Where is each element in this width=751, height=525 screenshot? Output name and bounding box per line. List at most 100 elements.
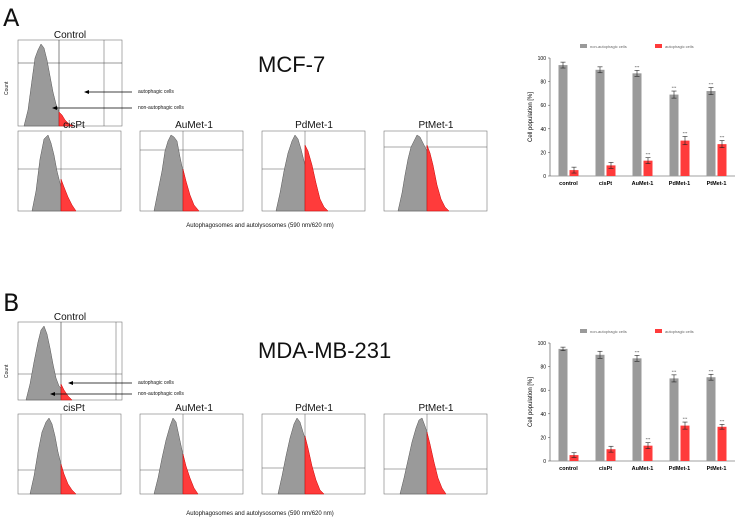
category-label: cisPt [599,466,612,472]
category-label: cisPt [599,181,612,187]
legend-label: non-autophagic cells [590,329,627,334]
xaxis-label-b: Autophagosomes and autolysosomes (590 nm… [186,511,334,517]
bar [706,377,716,461]
legend-swatch [655,44,662,48]
bar [558,348,568,461]
hist-title-pdmet-b: PdMet-1 [295,403,333,414]
significance-label: *** [720,135,725,140]
panel-letter-b: B [3,289,20,317]
bar [632,73,642,176]
bar [669,378,679,461]
xaxis-label-a: Autophagosomes and autolysosomes (590 nm… [186,223,334,229]
annotation-arrows-b [50,381,132,396]
y-tick-label: 60 [540,103,546,109]
y-tick-label: 80 [540,80,546,86]
significance-label: *** [709,368,714,373]
y-tick-label: 100 [538,341,547,347]
category-label: control [559,466,578,472]
significance-label: *** [646,152,651,157]
control-histogram-a [17,39,123,127]
histogram-aumet-b [139,413,244,495]
y-tick-label: 100 [538,56,547,62]
category-label: PtMet-1 [707,181,727,187]
bar [558,65,568,176]
significance-label: *** [672,369,677,374]
category-label: PtMet-1 [707,466,727,472]
bar [632,358,642,461]
histogram-ptmet-a [383,130,488,212]
significance-label: *** [672,85,677,90]
bar [595,354,605,461]
y-axis-label: Cell population [%] [528,377,534,427]
hist-title-aumet-a: AuMet-1 [175,120,213,131]
bar [643,160,653,176]
y-tick-label: 20 [540,435,546,441]
y-tick-label: 0 [543,459,546,465]
y-axis-label: Cell population [%] [528,92,534,142]
significance-label: *** [635,64,640,69]
bar [717,144,727,176]
count-label-a: Count [4,81,10,95]
histogram-ptmet-b [383,413,488,495]
y-tick-label: 40 [540,127,546,133]
category-label: AuMet-1 [632,181,654,187]
legend-swatch [655,329,662,333]
legend-label: non-autophagic cells [590,44,627,49]
legend-label: autophagic cells [665,329,694,334]
legend-label: autophagic cells [665,44,694,49]
bar [669,94,679,176]
bar [595,69,605,176]
histogram-pdmet-a [261,130,366,212]
hist-title-ptmet-a: PtMet-1 [418,120,454,131]
cell-line-title-b: MDA-MB-231 [258,338,392,363]
hist-title-ptmet-b: PtMet-1 [418,403,454,414]
hist-title-pdmet-a: PdMet-1 [295,120,333,131]
histogram-aumet-a [139,130,244,212]
bar [706,91,716,176]
cell-line-title-a: MCF-7 [258,52,326,77]
count-label-b: Count [4,364,10,378]
annotation-nonautophagic-b: non-autophagic cells [138,391,184,397]
y-tick-label: 80 [540,365,546,371]
y-tick-label: 20 [540,150,546,156]
bar [643,445,653,461]
significance-label: *** [709,82,714,87]
annotation-arrows-a [52,90,132,110]
y-tick-label: 0 [543,174,546,180]
bar [606,449,616,461]
bar [569,455,579,461]
control-hist-title-b: Control [53,312,87,323]
histogram-cispt-b [17,413,122,495]
bar-chart-a: 0 20 40 60 80 100 Cell population [%] non-autop… [528,44,735,187]
category-label: PdMet-1 [669,181,690,187]
significance-label: *** [646,437,651,442]
hist-title-cispt-b: cisPt [63,403,85,414]
bar-chart-b: 0 20 40 60 80 100 Cell population [%] non-autop… [528,329,735,472]
hist-title-aumet-b: AuMet-1 [175,403,213,414]
control-hist-grey-a [23,43,60,127]
legend-swatch [580,44,587,48]
control-histogram-b [17,321,123,401]
panel-letter-a: A [3,4,20,32]
category-label: AuMet-1 [632,466,654,472]
annotation-autophagic-b: autophagic cells [138,380,174,386]
y-tick-label: 40 [540,412,546,418]
significance-label: *** [720,418,725,423]
legend-swatch [580,329,587,333]
histogram-cispt-a [17,130,122,212]
significance-label: *** [683,130,688,135]
significance-label: *** [683,416,688,421]
category-label: PdMet-1 [669,466,690,472]
control-hist-red-a [58,111,74,127]
hist-title-cispt-a: cisPt [63,120,85,131]
bar [606,165,616,176]
category-label: control [559,181,578,187]
y-tick-label: 60 [540,388,546,394]
control-hist-title-a: Control [53,30,87,41]
bar [680,140,690,176]
annotation-nonautophagic-a: non-autophagic cells [138,105,184,111]
significance-label: *** [635,349,640,354]
bar [680,425,690,461]
annotation-autophagic-a: autophagic cells [138,89,174,95]
bar [717,426,727,461]
